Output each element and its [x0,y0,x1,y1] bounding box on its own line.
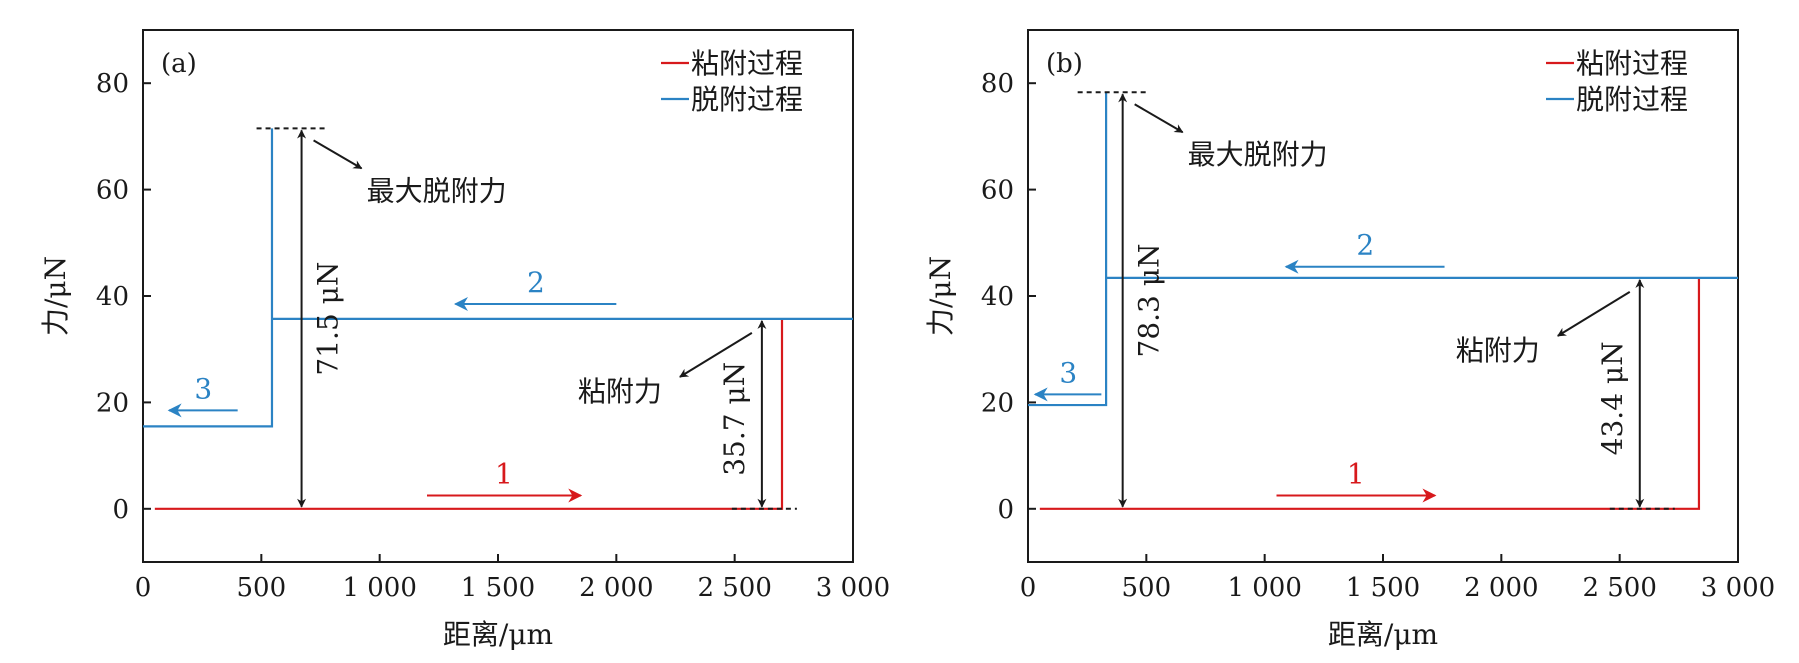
x-tick-label: 2 000 [579,573,653,603]
y-axis-label: 力/μN [924,256,957,336]
max-force-pointer [313,139,363,170]
adhesion-value: 35.7 μN [718,362,751,476]
max-force-label: 最大脱附力 [367,174,507,207]
x-tick-label: 2 000 [1464,573,1538,603]
adhesion-label: 粘附力 [1456,334,1540,367]
y-tick-label: 20 [981,388,1014,418]
x-tick-label: 0 [1020,573,1037,603]
adhesion-curve [154,318,784,510]
y-tick-label: 40 [981,282,1014,312]
legend-entry: 粘附过程 [691,47,803,80]
x-tick-label: 500 [1122,573,1172,603]
desorption-curve [143,128,853,428]
max-force-pointer [1134,103,1184,134]
x-tick-label: 2 500 [697,573,771,603]
step-number: 1 [495,458,513,491]
adhesion-pointer [1557,291,1631,337]
x-tick-label: 1 000 [342,573,416,603]
panel-label: (a) [161,49,197,79]
legend-entry: 脱附过程 [1576,83,1688,116]
x-tick-label: 1 000 [1227,573,1301,603]
step-number: 1 [1347,458,1365,491]
x-tick-label: 2 500 [1582,573,1656,603]
max-force-value: 78.3 μN [1133,244,1166,358]
max-force-label: 最大脱附力 [1188,138,1328,171]
adhesion-label: 粘附力 [578,375,662,408]
step-number: 2 [527,266,545,299]
adhesion-curve [1039,277,1701,510]
y-tick-label: 80 [981,69,1014,99]
y-tick-label: 60 [981,176,1014,206]
max-force-value: 71.5 μN [312,262,345,376]
x-tick-label: 3 000 [1701,573,1775,603]
step-number: 3 [1059,356,1077,389]
step-number: 3 [194,372,212,405]
y-tick-label: 40 [96,282,129,312]
desorption-curve [1028,92,1738,407]
x-tick-label: 1 500 [1346,573,1420,603]
x-axis-label: 距离/μm [443,618,553,651]
x-tick-label: 500 [237,573,287,603]
x-tick-label: 0 [135,573,152,603]
y-tick-label: 20 [96,388,129,418]
panel-label: (b) [1046,49,1083,79]
adhesion-value: 43.4 μN [1596,341,1629,455]
step-number: 2 [1356,229,1374,262]
adhesion-pointer [679,332,753,378]
y-tick-label: 0 [997,495,1014,525]
x-axis-label: 距离/μm [1328,618,1438,651]
legend-entry: 粘附过程 [1576,47,1688,80]
legend-entry: 脱附过程 [691,83,803,116]
y-tick-label: 0 [112,495,129,525]
x-tick-label: 1 500 [461,573,535,603]
chart-panel-b: 0 500 1 000 1 500 2 000 2 500 3 000 0 20 40 60 80 距离… [924,29,1775,651]
chart-panel-a: 0 500 1 000 1 500 2 000 2 500 3 000 0 20 40 60 80 距离… [39,29,890,651]
x-tick-label: 3 000 [816,573,890,603]
y-tick-label: 60 [96,176,129,206]
y-tick-label: 80 [96,69,129,99]
y-axis-label: 力/μN [39,256,72,336]
